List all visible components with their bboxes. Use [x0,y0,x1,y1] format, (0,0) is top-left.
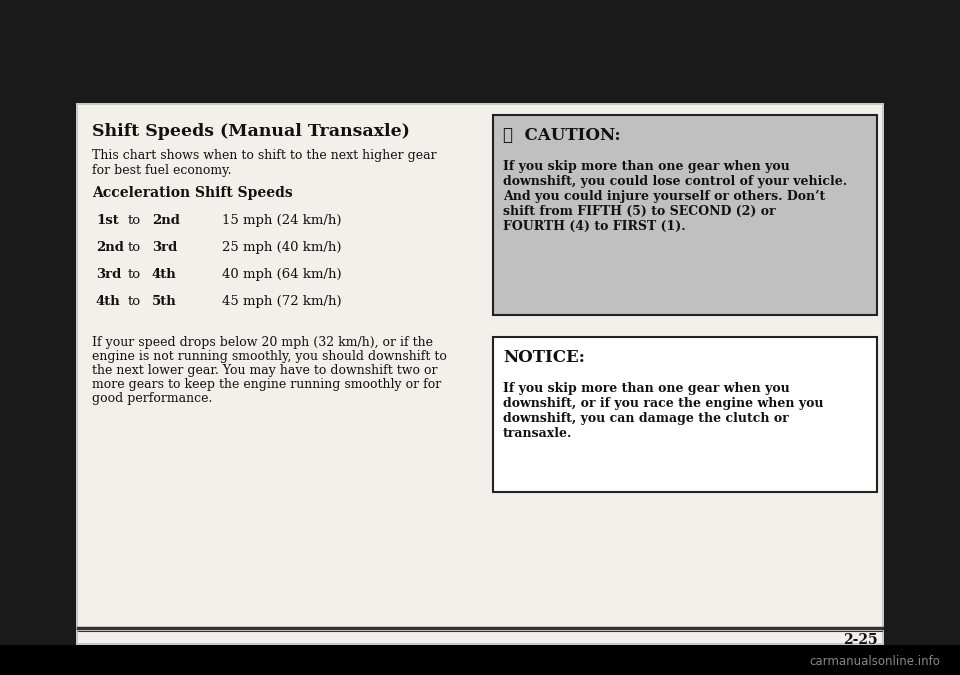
Text: If you skip more than one gear when you: If you skip more than one gear when you [503,160,790,173]
Text: the next lower gear. You may have to downshift two or: the next lower gear. You may have to dow… [92,364,438,377]
Text: If you skip more than one gear when you: If you skip more than one gear when you [503,382,790,395]
Text: 1st: 1st [96,214,119,227]
Text: Acceleration Shift Speeds: Acceleration Shift Speeds [92,186,293,200]
Text: downshift, you can damage the clutch or: downshift, you can damage the clutch or [503,412,789,425]
Text: 2nd: 2nd [96,241,124,254]
Text: to: to [128,295,141,308]
Text: to: to [128,214,141,227]
Text: Shift Speeds (Manual Transaxle): Shift Speeds (Manual Transaxle) [92,123,410,140]
Text: good performance.: good performance. [92,392,212,405]
Bar [493,115,877,315]
Text: carmanualsonline.info: carmanualsonline.info [809,655,940,668]
Text: ⚠  CAUTION:: ⚠ CAUTION: [503,127,620,144]
Text: more gears to keep the engine running smoothly or for: more gears to keep the engine running sm… [92,378,442,391]
Text: FOURTH (4) to FIRST (1).: FOURTH (4) to FIRST (1). [503,220,685,233]
Text: shift from FIFTH (5) to SECOND (2) or: shift from FIFTH (5) to SECOND (2) or [503,205,776,218]
Text: to: to [128,241,141,254]
Text: downshift, you could lose control of your vehicle.: downshift, you could lose control of you… [503,175,847,188]
Text: 3rd: 3rd [152,241,178,254]
Text: to: to [128,268,141,281]
Text: 40 mph (64 km/h): 40 mph (64 km/h) [222,268,342,281]
Text: 4th: 4th [152,268,177,281]
Bar [78,105,882,643]
Text: for best fuel economy.: for best fuel economy. [92,164,231,177]
Text: 2-25: 2-25 [844,633,878,647]
Text: downshift, or if you race the engine when you: downshift, or if you race the engine whe… [503,397,824,410]
Text: 25 mph (40 km/h): 25 mph (40 km/h) [222,241,342,254]
Text: 3rd: 3rd [96,268,121,281]
Text: engine is not running smoothly, you should downshift to: engine is not running smoothly, you shou… [92,350,446,363]
Text: If your speed drops below 20 mph (32 km/h), or if the: If your speed drops below 20 mph (32 km/… [92,336,433,349]
Text: transaxle.: transaxle. [503,427,572,440]
Bar [76,103,884,645]
Text: 45 mph (72 km/h): 45 mph (72 km/h) [222,295,342,308]
Text: 4th: 4th [96,295,121,308]
Text: 5th: 5th [152,295,177,308]
Text: 2nd: 2nd [152,214,180,227]
Text: 15 mph (24 km/h): 15 mph (24 km/h) [222,214,342,227]
Text: And you could injure yourself or others. Don’t: And you could injure yourself or others.… [503,190,826,203]
Text: NOTICE:: NOTICE: [503,349,585,366]
Text: This chart shows when to shift to the next higher gear: This chart shows when to shift to the ne… [92,149,437,162]
Bar [0,645,960,675]
Bar [493,337,877,492]
